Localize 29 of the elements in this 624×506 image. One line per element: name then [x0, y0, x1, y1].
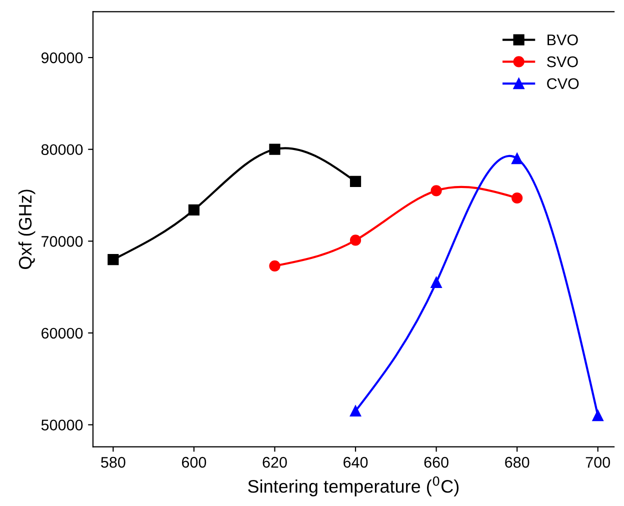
point: [512, 192, 523, 204]
x-axis-title: Sintering temperature ($^{0}$C): [248, 476, 459, 496]
x-tick-label: 600: [182, 456, 206, 468]
x-tick-label: 680: [505, 456, 530, 468]
point: [269, 144, 280, 155]
y-tick-label: 60000: [42, 328, 83, 339]
legend-label: SVO: [547, 56, 578, 68]
point: [350, 234, 362, 246]
point: [269, 260, 280, 272]
x-tick-label: 620: [262, 456, 287, 468]
point: [430, 185, 442, 196]
point: [350, 176, 362, 188]
point: [108, 254, 119, 266]
point: [430, 276, 442, 288]
point: [188, 204, 200, 216]
x-tick-label: 580: [101, 456, 126, 468]
point: [592, 410, 604, 422]
y-tick-label: 50000: [41, 420, 83, 430]
y-tick-label: 90000: [41, 52, 83, 64]
x-tick-label: 700: [586, 456, 610, 468]
legend-label: CVO: [547, 78, 579, 90]
point: [512, 152, 523, 164]
x-tick-label: 660: [424, 456, 448, 468]
x-tick-label: 640: [344, 456, 368, 468]
y-tick-label: 70000: [42, 236, 83, 247]
point: [350, 405, 362, 417]
y-tick-label: 80000: [41, 144, 83, 156]
y-axis-title: Qxf (GHz): [18, 190, 36, 269]
legend-label: BVO: [548, 34, 578, 46]
